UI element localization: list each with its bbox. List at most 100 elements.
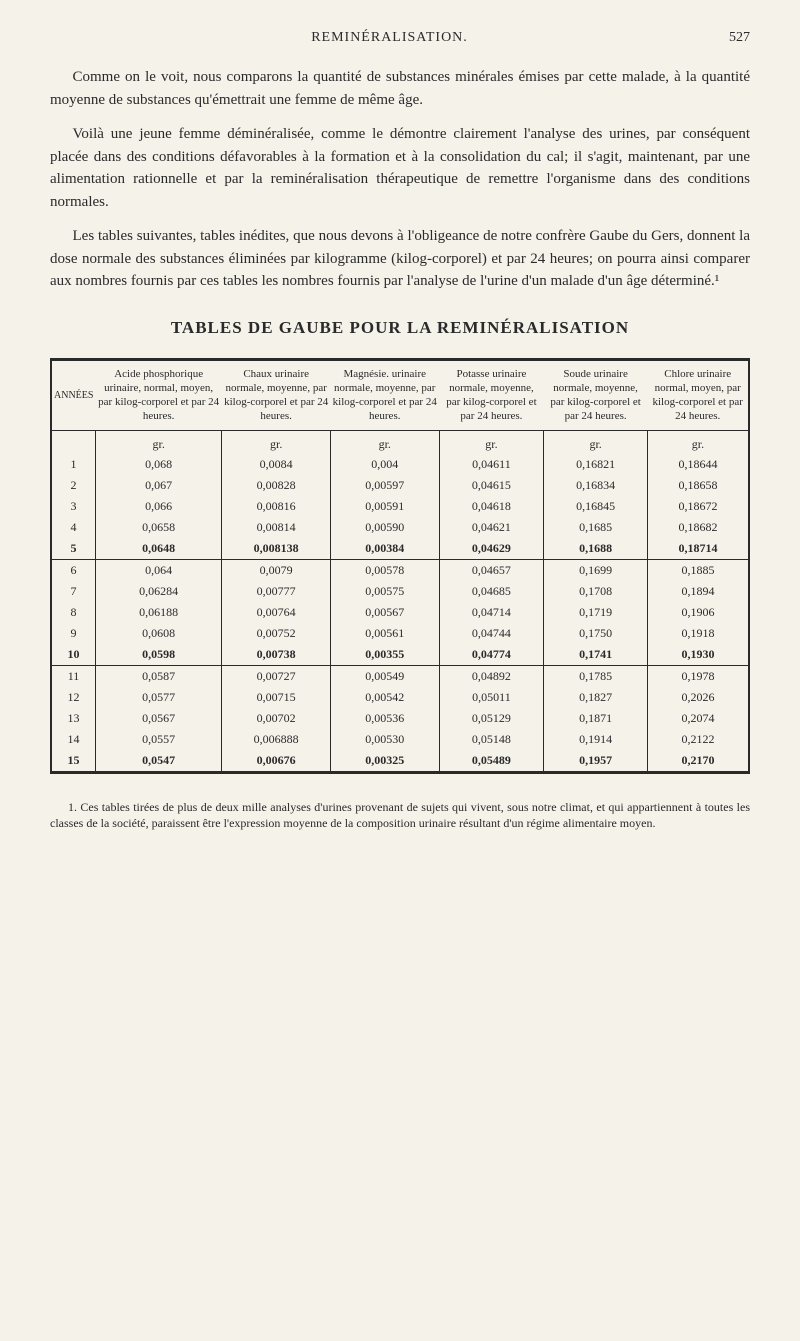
table-cell: 0,1741 [544,644,648,666]
page-header: REMINÉRALISATION. 527 [50,30,750,46]
table-cell: 0,066 [95,496,221,517]
table-cell: 11 [51,665,95,687]
table-cell: 7 [51,581,95,602]
table-cell: 0,2170 [647,750,749,773]
table-cell: 0,1906 [647,602,749,623]
table-cell: 0,18644 [647,454,749,475]
table-cell: 0,00561 [330,623,439,644]
table-row: 30,0660,008160,005910,046180,168450,1867… [51,496,749,517]
unit-row: gr.gr.gr.gr.gr.gr. [51,430,749,454]
table-cell: 0,006888 [222,729,331,750]
table-cell: 0,05489 [439,750,544,773]
table-cell: 0,05129 [439,708,544,729]
table-cell: 0,1685 [544,517,648,538]
table-row: 40,06580,008140,005900,046210,16850,1868… [51,517,749,538]
table-cell: 0,067 [95,475,221,496]
table-cell: 0,1708 [544,581,648,602]
unit-cell: gr. [222,430,331,454]
table-cell: 0,1885 [647,559,749,581]
table-row: 110,05870,007270,005490,048920,17850,197… [51,665,749,687]
table-cell: 0,00590 [330,517,439,538]
table-cell: 0,064 [95,559,221,581]
table-row: 50,06480,0081380,003840,046290,16880,187… [51,538,749,560]
table-cell: 0,008138 [222,538,331,560]
table-cell: 0,00575 [330,581,439,602]
paragraph-1: Comme on le voit, nous comparons la quan… [50,66,750,111]
table-cell: 0,1699 [544,559,648,581]
table-cell: 0,1914 [544,729,648,750]
table-cell: 0,04611 [439,454,544,475]
unit-cell: gr. [95,430,221,454]
footnote: 1. Ces tables tirées de plus de deux mil… [50,799,750,833]
table-cell: 0,1719 [544,602,648,623]
table-cell: 0,18672 [647,496,749,517]
table-cell: 5 [51,538,95,560]
page-number: 527 [729,30,750,46]
table-cell: 0,06188 [95,602,221,623]
header-potasse: Potasse urinaire normale, moyenne, par k… [439,359,544,430]
paragraph-2: Voilà une jeune femme déminéralisée, com… [50,123,750,213]
table-cell: 0,00702 [222,708,331,729]
table-cell: 8 [51,602,95,623]
table-cell: 0,04685 [439,581,544,602]
table-cell: 0,004 [330,454,439,475]
table-cell: 0,0079 [222,559,331,581]
table-row: 90,06080,007520,005610,047440,17500,1918 [51,623,749,644]
table-cell: 0,1827 [544,687,648,708]
table-cell: 0,0557 [95,729,221,750]
table-cell: 0,1957 [544,750,648,773]
table-row: 10,0680,00840,0040,046110,168210,18644 [51,454,749,475]
table-cell: 0,04621 [439,517,544,538]
table-cell: 0,05148 [439,729,544,750]
table-cell: 0,1930 [647,644,749,666]
table-cell: 0,18658 [647,475,749,496]
header-annees: ANNÉES [51,359,95,430]
remineralisation-table: ANNÉES Acide phosphorique urinaire, norm… [50,358,750,774]
table-row: 80,061880,007640,005670,047140,17190,190… [51,602,749,623]
table-cell: 0,04657 [439,559,544,581]
unit-cell: gr. [647,430,749,454]
table-cell: 0,00764 [222,602,331,623]
table-cell: 0,00325 [330,750,439,773]
unit-cell: gr. [439,430,544,454]
table-cell: 0,1894 [647,581,749,602]
table-cell: 1 [51,454,95,475]
header-chaux: Chaux urinaire normale, moyenne, par kil… [222,359,331,430]
table-cell: 0,00384 [330,538,439,560]
table-cell: 0,00591 [330,496,439,517]
table-cell: 0,00530 [330,729,439,750]
header-chlore: Chlore urinaire normal, moyen, par kilog… [647,359,749,430]
table-cell: 3 [51,496,95,517]
table-cell: 0,0547 [95,750,221,773]
table-cell: 0,04618 [439,496,544,517]
paragraph-3: Les tables suivantes, tables inédites, q… [50,225,750,293]
table-cell: 0,00542 [330,687,439,708]
table-cell: 0,00597 [330,475,439,496]
table-row: 140,05570,0068880,005300,051480,19140,21… [51,729,749,750]
table-cell: 0,00567 [330,602,439,623]
table-row: 150,05470,006760,003250,054890,19570,217… [51,750,749,773]
table-cell: 0,0587 [95,665,221,687]
table-cell: 0,2026 [647,687,749,708]
table-cell: 0,18682 [647,517,749,538]
table-cell: 0,00727 [222,665,331,687]
table-cell: 0,2122 [647,729,749,750]
table-body: gr.gr.gr.gr.gr.gr.10,0680,00840,0040,046… [51,430,749,772]
table-cell: 0,0648 [95,538,221,560]
table-cell: 0,06284 [95,581,221,602]
table-header-row: ANNÉES Acide phosphorique urinaire, norm… [51,359,749,430]
table-cell: 0,04629 [439,538,544,560]
table-cell: 15 [51,750,95,773]
table-cell: 0,00752 [222,623,331,644]
table-cell: 6 [51,559,95,581]
table-cell: 0,0577 [95,687,221,708]
table-cell: 0,00536 [330,708,439,729]
table-cell: 4 [51,517,95,538]
table-cell: 0,16845 [544,496,648,517]
table-cell: 13 [51,708,95,729]
table-cell: 10 [51,644,95,666]
table-cell: 0,04714 [439,602,544,623]
header-acide: Acide phosphorique urinaire, normal, moy… [95,359,221,430]
table-cell: 0,00715 [222,687,331,708]
table-cell: 0,068 [95,454,221,475]
